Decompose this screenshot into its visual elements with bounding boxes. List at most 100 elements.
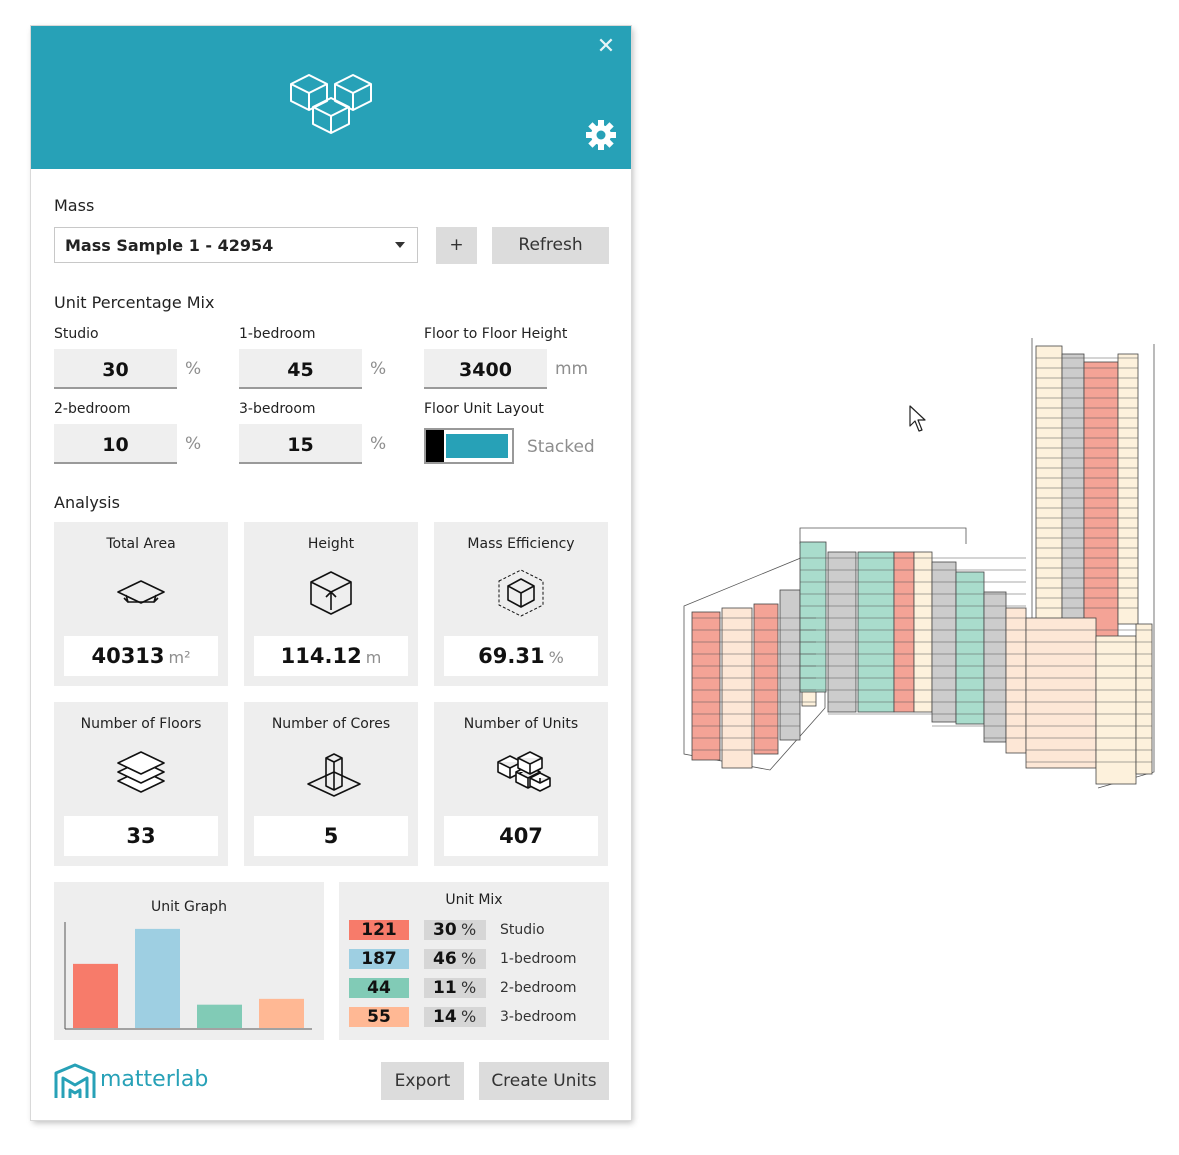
mass-select[interactable]: Mass Sample 1 - 42954 bbox=[54, 227, 418, 263]
number-of-floors-title: Number of Floors bbox=[80, 716, 202, 732]
studio-input[interactable]: 30 bbox=[54, 349, 177, 389]
gear-icon[interactable] bbox=[584, 118, 618, 152]
mass-efficiency-title: Mass Efficiency bbox=[467, 536, 575, 552]
unit-mix-percent-symbol: % bbox=[461, 1007, 477, 1026]
number-of-cores-value: 5 bbox=[323, 824, 339, 848]
number-of-units-title: Number of Units bbox=[463, 716, 579, 732]
one-bedroom-input[interactable]: 45 bbox=[239, 349, 362, 389]
building-massing-model[interactable] bbox=[680, 318, 1160, 793]
left-wing-units bbox=[691, 575, 817, 769]
number-of-floors-card: Number of Floors 33 bbox=[54, 702, 228, 866]
close-icon[interactable]: ✕ bbox=[596, 34, 616, 59]
tower-units bbox=[1025, 345, 1153, 785]
unit-mix-row-3-bedroom: 55 14 % 3-bedroom bbox=[349, 1007, 599, 1027]
mass-efficiency-unit: % bbox=[548, 648, 564, 667]
floor-unit-layout-value: Stacked bbox=[527, 437, 595, 457]
unit-graph-title: Unit Graph bbox=[151, 899, 227, 915]
number-of-units-value-box: 407 bbox=[444, 816, 598, 856]
units-icon bbox=[497, 751, 551, 792]
floor-height-label: Floor to Floor Height bbox=[424, 326, 568, 342]
unit-mix-percent-box: 46 % bbox=[424, 949, 486, 969]
toggle-knob bbox=[426, 430, 444, 462]
export-button[interactable]: Export bbox=[381, 1062, 464, 1100]
mass-select-value: Mass Sample 1 - 42954 bbox=[65, 236, 274, 255]
studio-label: Studio bbox=[54, 326, 99, 342]
brand-name: matterlab bbox=[100, 1067, 209, 1092]
floor-height-input[interactable]: 3400 bbox=[424, 349, 547, 389]
total-area-unit: m² bbox=[168, 648, 191, 667]
unit-graph-bar-2-bedroom bbox=[197, 1004, 242, 1028]
unit-mix-box: Unit Mix 121 30 % Studio 187 46 % 1-bedr… bbox=[339, 882, 609, 1040]
height-card: Height 114.12 m bbox=[244, 522, 418, 686]
unit-mix-count: 121 bbox=[349, 920, 409, 940]
studio-unit: % bbox=[185, 359, 202, 379]
analysis-label: Analysis bbox=[54, 493, 120, 512]
floor-lines bbox=[692, 357, 1152, 763]
matterlab-logo-icon bbox=[54, 1063, 96, 1098]
unit-mix-percent-symbol: % bbox=[461, 920, 477, 939]
unit-mix-percent-box: 14 % bbox=[424, 1007, 486, 1027]
unit-mix-name: 1-bedroom bbox=[500, 951, 577, 967]
unit-mix-percent: 46 bbox=[433, 949, 457, 969]
unit-graph-bar-3-bedroom bbox=[259, 998, 304, 1028]
panel-header: ✕ bbox=[31, 26, 631, 169]
three-bedroom-input[interactable]: 15 bbox=[239, 424, 362, 464]
number-of-floors-value-box: 33 bbox=[64, 816, 218, 856]
unit-mix-percent: 30 bbox=[433, 920, 457, 940]
unit-graph-bar-1-bedroom bbox=[135, 928, 180, 1028]
two-bedroom-input[interactable]: 10 bbox=[54, 424, 177, 464]
unit-mix-name: 3-bedroom bbox=[500, 1009, 577, 1025]
floor-unit-layout-toggle[interactable] bbox=[424, 428, 514, 464]
number-of-cores-title: Number of Cores bbox=[271, 716, 391, 732]
unit-mix-row-2-bedroom: 44 11 % 2-bedroom bbox=[349, 978, 599, 998]
add-mass-button[interactable]: + bbox=[436, 227, 477, 264]
mass-efficiency-value: 69.31 bbox=[478, 644, 545, 668]
layers-icon bbox=[117, 751, 165, 793]
number-of-units-card: Number of Units 407 bbox=[434, 702, 608, 866]
unit-mix-percent: 14 bbox=[433, 1007, 457, 1027]
mouse-cursor-icon bbox=[909, 405, 926, 432]
unit-mix-title: Unit Mix bbox=[445, 892, 503, 908]
chevron-down-icon bbox=[395, 242, 405, 248]
total-area-title: Total Area bbox=[106, 536, 176, 552]
two-bedroom-unit: % bbox=[185, 434, 202, 454]
refresh-button[interactable]: Refresh bbox=[492, 227, 609, 264]
one-bedroom-unit: % bbox=[370, 359, 387, 379]
height-value: 114.12 bbox=[280, 644, 362, 668]
unit-mix-count: 44 bbox=[349, 978, 409, 998]
unit-graph-chart bbox=[64, 922, 312, 1030]
unit-graph-bar-studio bbox=[73, 963, 118, 1028]
height-title: Height bbox=[307, 536, 355, 552]
unit-mix-name: Studio bbox=[500, 922, 545, 938]
unit-mix-count: 187 bbox=[349, 949, 409, 969]
height-cube-icon bbox=[310, 571, 352, 615]
number-of-cores-value-box: 5 bbox=[254, 816, 408, 856]
unit-creator-panel: ✕ Mass Mass Sample 1 bbox=[31, 26, 631, 1120]
total-area-card: Total Area 40313 m² bbox=[54, 522, 228, 686]
create-units-button[interactable]: Create Units bbox=[479, 1062, 609, 1100]
unit-mix-name: 2-bedroom bbox=[500, 980, 577, 996]
area-icon bbox=[117, 580, 165, 604]
number-of-units-value: 407 bbox=[499, 824, 543, 848]
floor-height-unit: mm bbox=[555, 359, 589, 379]
unit-mix-percent-box: 30 % bbox=[424, 920, 486, 940]
middle-block-units bbox=[799, 541, 1027, 754]
unit-percentage-mix-label: Unit Percentage Mix bbox=[54, 293, 215, 312]
number-of-floors-value: 33 bbox=[126, 824, 156, 848]
unit-mix-percent-box: 11 % bbox=[424, 978, 486, 998]
three-bedroom-label: 3-bedroom bbox=[239, 401, 316, 417]
three-bedroom-unit: % bbox=[370, 434, 387, 454]
core-icon bbox=[307, 753, 361, 797]
floor-unit-layout-label: Floor Unit Layout bbox=[424, 401, 544, 417]
total-area-value: 40313 bbox=[91, 644, 165, 668]
unit-mix-percent-symbol: % bbox=[461, 978, 477, 997]
total-area-value-box: 40313 m² bbox=[64, 636, 218, 676]
unit-mix-percent-symbol: % bbox=[461, 949, 477, 968]
mass-efficiency-card: Mass Efficiency 69.31% bbox=[434, 522, 608, 686]
cubes-icon bbox=[290, 74, 372, 134]
number-of-cores-card: Number of Cores 5 bbox=[244, 702, 418, 866]
height-value-box: 114.12 m bbox=[254, 636, 408, 676]
unit-mix-row-studio: 121 30 % Studio bbox=[349, 920, 599, 940]
mass-label: Mass bbox=[54, 196, 95, 215]
one-bedroom-label: 1-bedroom bbox=[239, 326, 316, 342]
